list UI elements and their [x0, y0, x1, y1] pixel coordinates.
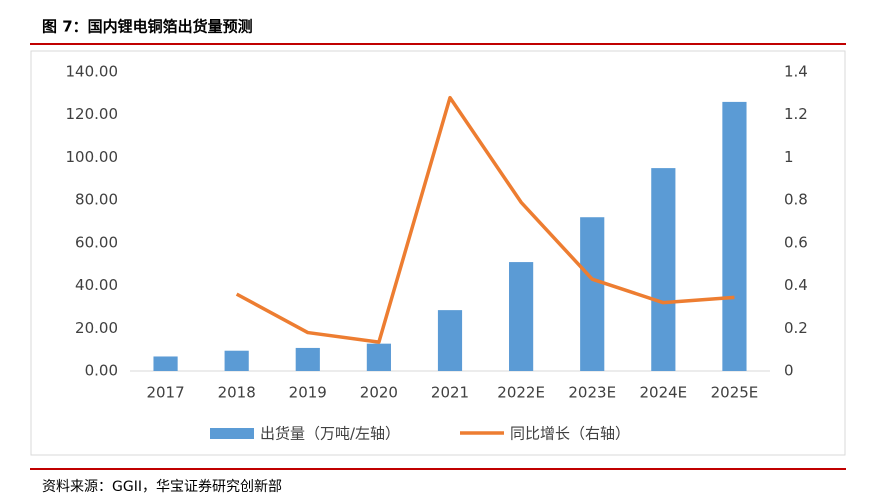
- y-tick-label: 40.00: [75, 276, 118, 294]
- legend-swatch: [210, 428, 254, 439]
- x-tick-label: 2021: [431, 384, 469, 402]
- y-tick-label: 20.00: [75, 319, 118, 337]
- x-tick-label: 2019: [289, 384, 327, 402]
- bar: [366, 343, 391, 371]
- y-tick-label: 60.00: [75, 233, 118, 251]
- bar: [224, 350, 249, 371]
- bar: [153, 356, 178, 371]
- y2-tick-label: 0: [784, 362, 794, 380]
- bar: [651, 168, 676, 371]
- bar: [509, 262, 534, 371]
- y-tick-label: 120.00: [66, 105, 119, 123]
- bar: [722, 101, 747, 372]
- x-tick-label: 2023E: [568, 384, 616, 402]
- chart-title: 图 7：国内锂电铜箔出货量预测: [42, 18, 253, 36]
- x-tick-label: 2022E: [497, 384, 545, 402]
- x-tick-label: 2025E: [711, 384, 759, 402]
- bar: [580, 217, 605, 371]
- bar: [437, 310, 463, 371]
- y-tick-label: 80.00: [75, 191, 118, 209]
- line: [235, 95, 735, 344]
- x-tick-label: 2024E: [640, 384, 688, 402]
- y2-tick-label: 0.8: [784, 191, 808, 209]
- y2-tick-label: 1.4: [784, 63, 808, 81]
- y2-tick-label: 0.4: [784, 276, 808, 294]
- bar: [295, 347, 320, 371]
- y2-tick-label: 1.2: [784, 105, 808, 123]
- y2-tick-label: 0.6: [784, 233, 808, 251]
- y-tick-label: 140.00: [66, 63, 119, 81]
- y-tick-label: 0.00: [85, 362, 118, 380]
- x-tick-label: 2018: [218, 384, 256, 402]
- source: 资料来源：GGII，华宝证券研究创新部: [42, 479, 282, 495]
- legend-label: 出货量（万吨/左轴）: [260, 425, 400, 443]
- y-tick-label: 100.00: [66, 148, 119, 166]
- legend-label: 同比增长（右轴）: [510, 425, 630, 443]
- chart-frame: [30, 50, 846, 456]
- y2-tick-label: 0.2: [784, 319, 808, 337]
- y2-tick-label: 1: [784, 148, 794, 166]
- x-tick-label: 2020: [360, 384, 398, 402]
- x-tick-label: 2017: [146, 384, 184, 402]
